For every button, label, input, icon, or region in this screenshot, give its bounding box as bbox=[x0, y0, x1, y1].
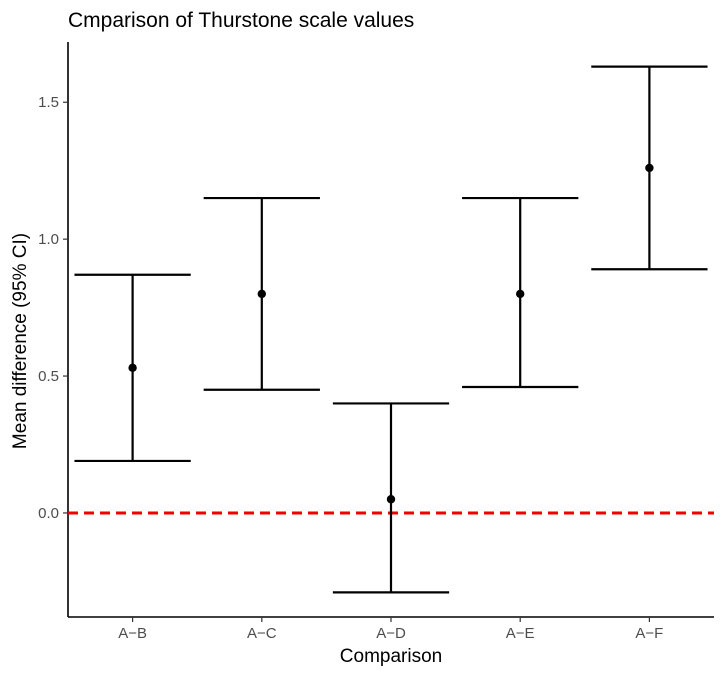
mean-point bbox=[128, 363, 137, 373]
mean-point bbox=[516, 289, 525, 299]
y-tick-label: 0.0 bbox=[38, 505, 59, 522]
y-tick-label: 1.5 bbox=[38, 94, 59, 111]
errorbar bbox=[332, 402, 450, 594]
chart-title: Cmparison of Thurstone scale values bbox=[68, 9, 414, 32]
x-axis-title: Comparison bbox=[340, 646, 442, 667]
x-tick-label: A−F bbox=[635, 625, 663, 642]
x-tick-label: A−E bbox=[506, 625, 535, 642]
y-tick-label: 0.5 bbox=[38, 368, 59, 385]
mean-point bbox=[386, 495, 396, 504]
mean-point bbox=[257, 289, 266, 299]
errorbar bbox=[462, 196, 579, 389]
y-axis-title: Mean difference (95% CI) bbox=[10, 233, 31, 449]
y-tick-label: 1.0 bbox=[38, 231, 59, 248]
x-tick-label: A−C bbox=[247, 625, 277, 642]
errorbar bbox=[203, 196, 320, 391]
mean-point bbox=[645, 163, 654, 173]
x-tick-label: A−B bbox=[118, 625, 147, 642]
x-tick-label: A−D bbox=[376, 625, 406, 642]
errorbar bbox=[74, 273, 191, 463]
errorbar bbox=[591, 65, 708, 271]
